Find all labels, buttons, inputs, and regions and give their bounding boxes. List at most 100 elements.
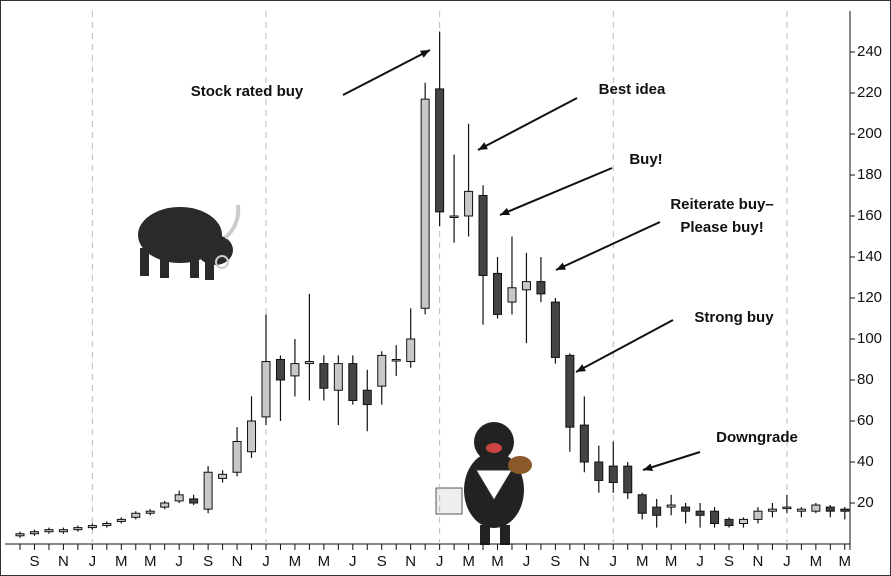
candle-body xyxy=(275,359,285,381)
x-tick-label: M xyxy=(115,553,128,570)
y-tick-label: 180 xyxy=(857,166,882,183)
x-tick-label: J xyxy=(783,553,791,570)
candle-body xyxy=(87,525,97,529)
arrow-head xyxy=(556,262,566,270)
y-tick-label: 60 xyxy=(857,412,874,429)
candle-body xyxy=(116,518,126,522)
candle-body xyxy=(782,506,792,510)
candle-body xyxy=(652,506,662,516)
candle-body xyxy=(507,287,517,303)
candle-body xyxy=(478,195,488,276)
candle-body xyxy=(753,510,763,520)
candle-body xyxy=(406,338,416,363)
annotation-arrow xyxy=(575,319,674,373)
candle-body xyxy=(377,354,387,387)
candle-body xyxy=(15,533,25,537)
x-tick-label: N xyxy=(579,553,590,570)
candle-body xyxy=(724,518,734,527)
arrow-head xyxy=(420,50,430,58)
annotation: Best idea xyxy=(599,81,666,98)
arrow-head xyxy=(478,142,488,150)
candle-body xyxy=(290,363,300,377)
x-tick-label: M xyxy=(491,553,504,570)
y-tick-label: 240 xyxy=(857,43,882,60)
candle-body xyxy=(391,359,401,362)
candle-body xyxy=(623,465,633,494)
candle-body xyxy=(550,301,560,358)
x-tick-label: M xyxy=(318,553,331,570)
candle-body xyxy=(218,473,228,479)
y-tick-label: 120 xyxy=(857,289,882,306)
x-tick-label: J xyxy=(696,553,704,570)
y-tick-label: 140 xyxy=(857,248,882,265)
x-tick-label: N xyxy=(753,553,764,570)
annotation: Buy! xyxy=(629,151,662,168)
y-tick-label: 160 xyxy=(857,207,882,224)
candle-body xyxy=(710,510,720,525)
y-tick-label: 80 xyxy=(857,371,874,388)
annotation-arrow xyxy=(642,451,701,471)
candle-body xyxy=(203,471,213,510)
x-tick-label: M xyxy=(839,553,852,570)
y-tick-label: 220 xyxy=(857,84,882,101)
y-tick-label: 100 xyxy=(857,330,882,347)
candle-body xyxy=(29,531,39,535)
candle-body xyxy=(811,504,821,512)
candle-body xyxy=(362,389,372,406)
x-tick-label: N xyxy=(232,553,243,570)
x-tick-label: S xyxy=(724,553,734,570)
x-tick-label: M xyxy=(636,553,649,570)
candle-body xyxy=(131,512,141,518)
candle-body xyxy=(102,523,112,527)
candle-body xyxy=(73,527,83,531)
candle-body xyxy=(304,361,314,365)
candle-body xyxy=(825,506,835,512)
arrow-head xyxy=(643,463,653,471)
x-tick-label: J xyxy=(262,553,270,570)
candle-body xyxy=(420,98,430,309)
x-tick-label: M xyxy=(810,553,823,570)
x-tick-label: J xyxy=(436,553,444,570)
candle-body xyxy=(608,465,618,484)
candle-body xyxy=(767,508,777,512)
x-tick-label: J xyxy=(610,553,618,570)
x-tick-label: M xyxy=(665,553,678,570)
annotation: Reiterate buy– xyxy=(670,196,773,213)
x-tick-label: M xyxy=(144,553,157,570)
candle-body xyxy=(333,363,343,391)
candle-body xyxy=(174,494,184,502)
candle-body xyxy=(579,424,589,463)
annotation-arrow xyxy=(499,167,613,216)
x-tick-label: S xyxy=(377,553,387,570)
x-tick-label: J xyxy=(349,553,357,570)
candle-body xyxy=(261,361,271,418)
candle-body xyxy=(247,420,257,453)
candle-body xyxy=(521,281,531,291)
candle-body xyxy=(145,510,155,514)
x-tick-label: S xyxy=(29,553,39,570)
x-tick-label: M xyxy=(289,553,302,570)
candle-body xyxy=(594,461,604,481)
candle-body xyxy=(739,518,748,525)
candle-body xyxy=(232,441,242,473)
candle-body xyxy=(695,510,705,516)
candle-body xyxy=(319,363,329,389)
candle-body xyxy=(435,88,445,213)
x-tick-label: J xyxy=(523,553,531,570)
candle-body xyxy=(160,502,170,508)
candle-body xyxy=(449,215,459,218)
x-tick-label: J xyxy=(175,553,183,570)
candle-body xyxy=(796,508,806,512)
candle-body xyxy=(189,498,199,504)
x-tick-label: N xyxy=(405,553,416,570)
annotation: Strong buy xyxy=(694,309,774,326)
candle-body xyxy=(565,354,575,428)
x-tick-label: N xyxy=(58,553,69,570)
candle-body xyxy=(44,529,54,533)
pig-figure xyxy=(435,422,532,545)
y-tick-label: 40 xyxy=(857,453,874,470)
annotation: Stock rated buy xyxy=(191,83,304,100)
annotation-arrow xyxy=(342,49,431,96)
annotation: Downgrade xyxy=(716,429,798,446)
